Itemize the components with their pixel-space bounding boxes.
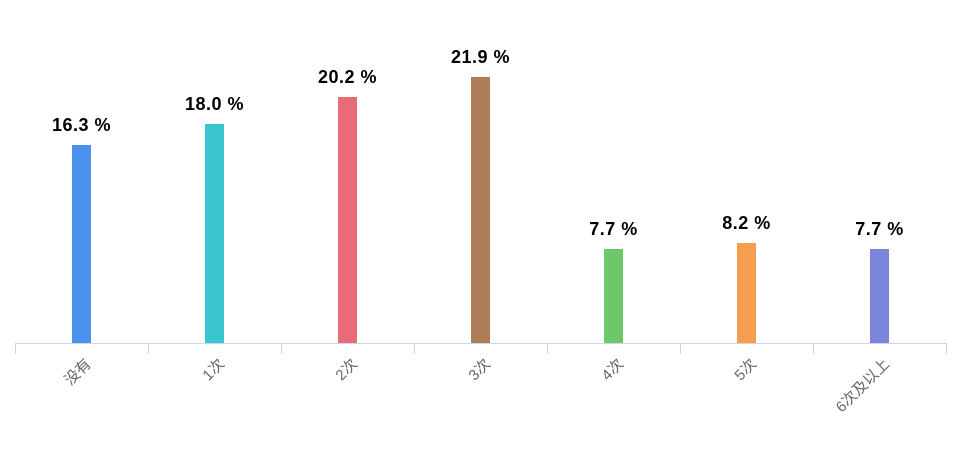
category-label: 3次 (465, 355, 495, 385)
x-axis-tick (281, 343, 282, 354)
x-axis-tick (414, 343, 415, 354)
value-label: 8.2 % (722, 213, 771, 234)
x-axis-tick (680, 343, 681, 354)
x-axis-line (15, 343, 946, 344)
bar-2次 (338, 97, 357, 343)
value-label: 7.7 % (855, 219, 904, 240)
x-axis-tick (813, 343, 814, 354)
category-label: 6次及以上 (832, 355, 894, 416)
bar-5次 (737, 243, 756, 343)
x-axis-tick (547, 343, 548, 354)
category-label: 没有 (61, 355, 96, 389)
value-label: 20.2 % (317, 67, 378, 88)
value-label: 7.7 % (589, 219, 638, 240)
x-axis-tick (946, 343, 947, 354)
bar-4次 (604, 249, 623, 343)
value-label: 21.9 % (450, 46, 511, 67)
bar-3次 (471, 76, 490, 343)
category-label: 5次 (731, 355, 761, 385)
bar-没有 (72, 144, 91, 343)
category-label: 1次 (199, 355, 229, 385)
x-axis-tick (15, 343, 16, 354)
value-label: 16.3 % (51, 114, 112, 135)
bar-6次及以上 (870, 249, 889, 343)
x-axis-tick (148, 343, 149, 354)
category-label: 2次 (332, 355, 362, 385)
category-label: 4次 (598, 355, 628, 385)
value-label: 18.0 % (184, 94, 245, 115)
bar-1次 (205, 124, 224, 343)
